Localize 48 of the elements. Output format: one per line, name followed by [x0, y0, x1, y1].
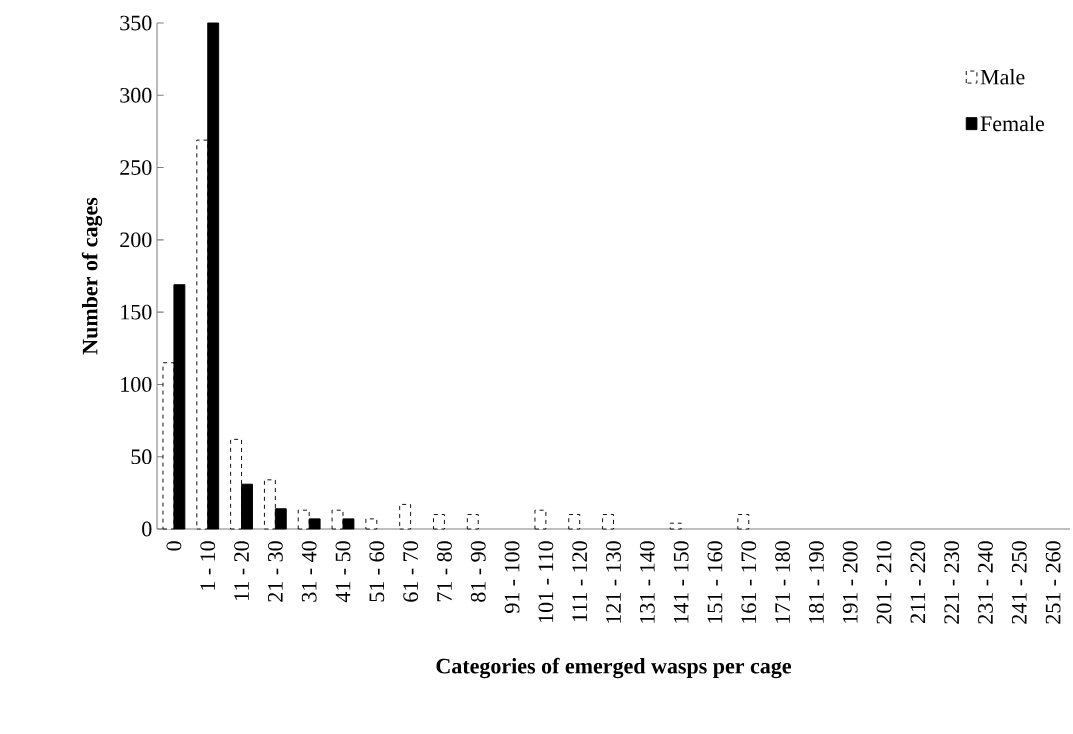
y-tick-label: 50: [131, 449, 152, 465]
x-tick-label: 31 - 40: [301, 541, 317, 602]
x-tick-label: 251 - 260: [1045, 541, 1061, 624]
y-tick-label: 200: [120, 232, 152, 248]
bar: [669, 522, 682, 530]
x-tick-label: 191 - 200: [842, 541, 858, 623]
y-tick-label: 150: [121, 304, 152, 320]
y-tick-label: 100: [121, 376, 152, 392]
x-tick-label: 0: [166, 541, 182, 551]
bar: [365, 518, 378, 530]
x-tick-label: 221 - 230: [944, 541, 960, 624]
bar: [466, 514, 479, 530]
x-tick-label: 1 - 10: [200, 541, 216, 590]
legend-label: Male: [980, 69, 1025, 85]
x-tick-label: 61 - 70: [403, 541, 419, 602]
x-tick-label: 181 - 190: [808, 541, 824, 623]
x-tick-label: 71 - 80: [437, 541, 452, 602]
x-tick-label: 121 - 130: [606, 541, 621, 623]
y-tick-label: 300: [120, 87, 152, 103]
bar: [399, 503, 412, 530]
x-tick-label: 131 - 140: [639, 541, 655, 623]
y-tick-label: 350: [120, 15, 152, 31]
x-tick-label: 91 - 100: [504, 541, 520, 613]
y-tick-label: 250: [120, 160, 152, 175]
x-tick-label: 51 - 60: [369, 541, 385, 602]
legend-label: Female: [980, 115, 1045, 132]
x-tick-label: 21 - 30: [267, 541, 283, 602]
x-tick-label: 211 - 220: [910, 541, 926, 623]
x-tick-label: 11 - 20: [234, 541, 249, 600]
bar: [568, 514, 581, 530]
bar: [534, 509, 547, 530]
y-axis-title: Number of cages: [81, 197, 103, 355]
y-tick-label: 0: [142, 521, 152, 537]
x-tick-label: 201 - 210: [876, 541, 892, 624]
x-tick-label: 81 - 90: [470, 541, 486, 602]
x-tick-label: 111 - 120: [572, 541, 588, 622]
x-tick-label: 151 - 160: [707, 541, 723, 623]
x-tick-label: 171 - 180: [775, 541, 790, 623]
bar: [602, 514, 614, 530]
x-tick-label: 231 - 240: [978, 541, 993, 624]
x-tick-label: 241 - 250: [1011, 541, 1027, 624]
bar: [737, 514, 750, 530]
bar: [433, 514, 445, 530]
x-tick-label: 161 - 170: [741, 541, 757, 623]
x-tick-label: 101 - 110: [538, 541, 554, 622]
x-tick-label: 141 - 150: [673, 541, 689, 623]
x-axis-title: Categories of emerged wasps per cage: [436, 657, 792, 679]
x-tick-label: 41 - 50: [335, 541, 351, 603]
